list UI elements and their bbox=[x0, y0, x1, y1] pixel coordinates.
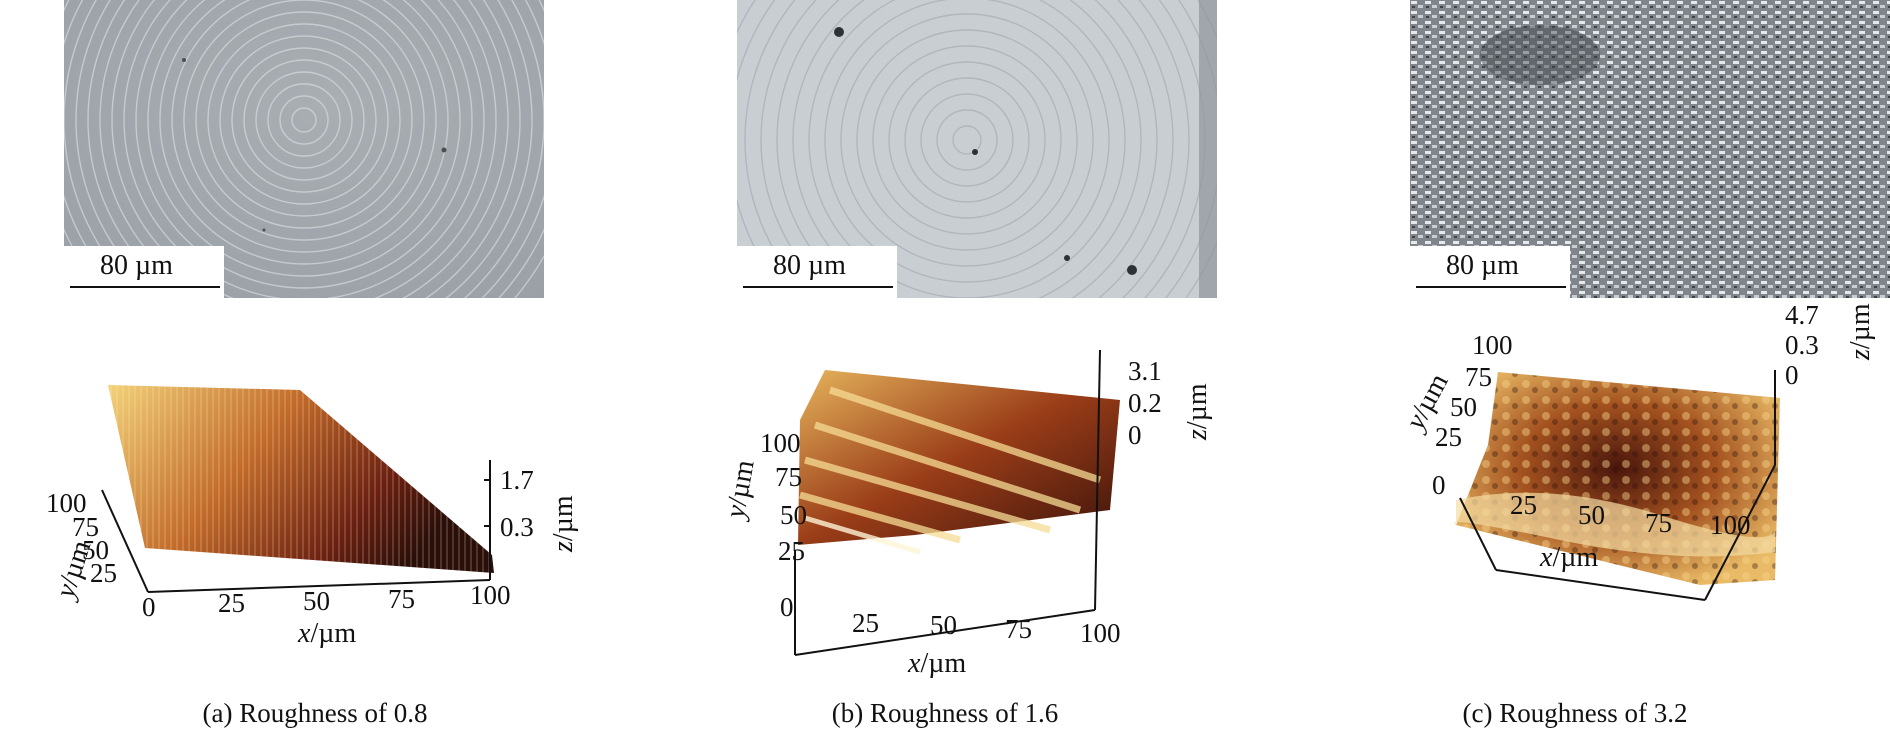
y-tick-b-3: 100 bbox=[760, 428, 801, 458]
scale-label-a: 80 µm bbox=[100, 250, 173, 281]
z-tick-c-1: 0.3 bbox=[1785, 330, 1819, 360]
z-tick-b-1: 0.2 bbox=[1128, 388, 1162, 418]
z-axis-var-a: z bbox=[548, 541, 579, 552]
y-tick-c-2: 75 bbox=[1465, 362, 1492, 392]
afm-surface-c bbox=[1454, 370, 1780, 601]
z-tick-a-0: 0.3 bbox=[500, 512, 534, 542]
y-axis-unit-b: /µm bbox=[722, 457, 761, 509]
z-tick-b-2: 3.1 bbox=[1128, 356, 1162, 386]
caption-b: (b) Roughness of 1.6 bbox=[831, 698, 1059, 728]
x-tick-b-3: 75 bbox=[1005, 614, 1032, 644]
x-axis-title-a: x/µm bbox=[298, 618, 356, 650]
x-axis-unit-c: /µm bbox=[1552, 542, 1599, 573]
scale-bar-box-c: 80 µm bbox=[1410, 246, 1570, 298]
y-tick-a-3: 100 bbox=[46, 488, 87, 518]
scale-bar-b bbox=[743, 286, 893, 288]
x-tick-b-0: 0 bbox=[780, 592, 794, 622]
x-axis-title-c: x/µm bbox=[1540, 542, 1598, 574]
x-tick-b-2: 50 bbox=[930, 610, 957, 640]
z-axis-unit-b: /µm bbox=[1182, 383, 1213, 430]
z-axis-unit-a: /µm bbox=[548, 495, 579, 542]
y-tick-b-0: 25 bbox=[778, 536, 805, 566]
afm-plot-a: 0 25 50 75 100 25 50 75 100 0.3 1.7 x/µm… bbox=[0, 330, 630, 670]
x-tick-c-3: 75 bbox=[1645, 508, 1672, 538]
panel-b: 80 µm 0 25 50 bbox=[630, 0, 1260, 730]
x-tick-a-2: 50 bbox=[303, 586, 330, 616]
z-axis-var-c: z bbox=[1845, 349, 1876, 360]
x-tick-b-1: 25 bbox=[852, 608, 879, 638]
x-axis-var-c: x bbox=[1540, 542, 1553, 573]
z-tick-c-2: 4.7 bbox=[1785, 300, 1819, 330]
scale-bar-box-b: 80 µm bbox=[737, 246, 897, 298]
x-tick-a-4: 100 bbox=[470, 580, 511, 610]
y-tick-a-1: 50 bbox=[82, 535, 109, 565]
y-tick-c-3: 100 bbox=[1472, 330, 1513, 360]
afm-surface-b bbox=[794, 349, 1120, 656]
x-tick-b-4: 100 bbox=[1080, 618, 1121, 648]
x-tick-c-1: 25 bbox=[1510, 490, 1537, 520]
sem-image-b: 80 µm bbox=[737, 0, 1217, 298]
y-tick-a-0: 25 bbox=[90, 558, 117, 588]
z-axis-var-b: z bbox=[1182, 429, 1213, 440]
z-axis-unit-c: /µm bbox=[1845, 303, 1876, 350]
x-tick-a-0: 0 bbox=[142, 592, 156, 622]
y-tick-c-0: 25 bbox=[1435, 422, 1462, 452]
afm-plot-c: 0 25 50 75 100 25 50 75 100 0 0.3 4.7 x/… bbox=[1260, 300, 1890, 670]
z-tick-a-1: 1.7 bbox=[500, 465, 534, 495]
scale-bar-c bbox=[1416, 286, 1566, 288]
x-tick-a-1: 25 bbox=[218, 588, 245, 618]
x-axis-unit-a: /µm bbox=[310, 618, 357, 649]
sem-image-c: 80 µm bbox=[1410, 0, 1890, 298]
scale-bar-a bbox=[70, 286, 220, 288]
y-tick-b-2: 75 bbox=[775, 462, 802, 492]
afm-plot-b: 0 25 50 75 100 25 50 75 100 0 0.2 3.1 x/… bbox=[630, 330, 1260, 679]
x-tick-c-0: 0 bbox=[1432, 470, 1446, 500]
x-axis-var-b: x bbox=[908, 648, 921, 679]
caption-c: (c) Roughness of 3.2 bbox=[1462, 698, 1688, 728]
scale-label-c: 80 µm bbox=[1446, 250, 1519, 281]
x-tick-c-2: 50 bbox=[1578, 500, 1605, 530]
z-tick-c-0: 0 bbox=[1785, 360, 1799, 390]
y-tick-b-1: 50 bbox=[780, 500, 807, 530]
scale-bar-box-a: 80 µm bbox=[64, 246, 224, 298]
sem-image-a: 80 µm bbox=[64, 0, 544, 298]
afm-surface-a bbox=[101, 385, 494, 593]
y-tick-c-1: 50 bbox=[1450, 392, 1477, 422]
x-tick-a-3: 75 bbox=[388, 584, 415, 614]
panel-a: 80 µm 0 25 50 75 bbox=[0, 0, 630, 730]
x-axis-title-b: x/µm bbox=[908, 648, 966, 680]
panel-c: 80 µm 0 25 50 75 bbox=[1260, 0, 1890, 730]
z-axis-title-a: z/µm bbox=[548, 495, 580, 552]
scale-label-b: 80 µm bbox=[773, 250, 846, 281]
x-axis-unit-b: /µm bbox=[920, 648, 967, 679]
z-axis-title-c: z/µm bbox=[1845, 303, 1877, 360]
z-axis-title-b: z/µm bbox=[1182, 383, 1214, 440]
z-tick-b-0: 0 bbox=[1128, 420, 1142, 450]
x-tick-c-4: 100 bbox=[1710, 510, 1751, 540]
x-axis-var-a: x bbox=[298, 618, 311, 649]
y-tick-a-2: 75 bbox=[72, 512, 99, 542]
caption-a: (a) Roughness of 0.8 bbox=[202, 698, 428, 728]
